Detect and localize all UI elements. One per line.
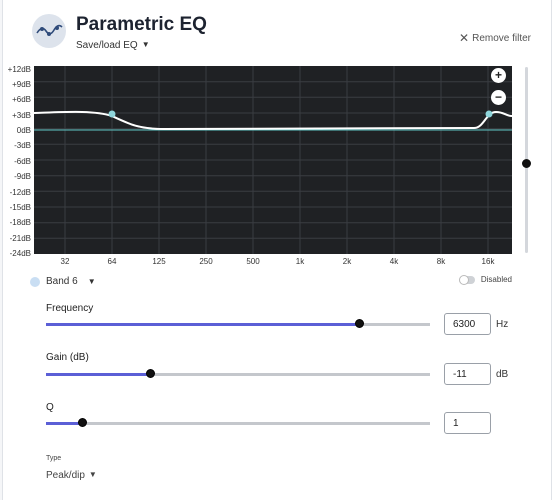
y-tick-label: +3dB	[12, 111, 31, 120]
q-input[interactable]: 1	[444, 412, 491, 434]
frequency-slider[interactable]	[46, 319, 430, 328]
eq-response-curve	[33, 110, 513, 131]
x-tick-label: 16k	[481, 257, 495, 266]
page-title: Parametric EQ	[76, 14, 207, 35]
q-slider[interactable]	[46, 418, 430, 427]
gain-slider[interactable]	[46, 369, 430, 378]
y-tick-label: -6dB	[14, 157, 31, 166]
close-icon: ✕	[459, 31, 470, 45]
y-tick-label: 0dB	[16, 126, 31, 135]
save-load-dropdown[interactable]: Save/load EQ ▼	[76, 40, 150, 51]
band-label: Band 6	[46, 276, 78, 287]
q-slider-knob[interactable]	[78, 418, 88, 427]
y-tick-label: -24dB	[9, 249, 31, 258]
band-handle[interactable]	[485, 110, 493, 118]
y-tick-label: -3dB	[14, 141, 31, 150]
frequency-label: Frequency	[46, 303, 94, 314]
y-tick-label: +6dB	[12, 95, 31, 104]
eq-graph[interactable]: + −	[33, 66, 513, 254]
zoom-in-button[interactable]: +	[491, 68, 506, 83]
caret-down-icon: ▼	[88, 470, 97, 479]
eq-logo-icon	[32, 14, 66, 48]
caret-down-icon: ▼	[87, 277, 96, 286]
disabled-label: Disabled	[480, 275, 512, 284]
x-tick-label: 250	[199, 257, 213, 266]
gain-label: Gain (dB)	[46, 352, 89, 363]
frequency-input[interactable]: 6300	[444, 313, 491, 335]
frequency-slider-knob[interactable]	[354, 319, 364, 328]
save-load-label: Save/load EQ	[76, 40, 138, 51]
x-tick-label: 4k	[389, 257, 399, 266]
y-tick-label: -12dB	[9, 188, 31, 197]
gain-slider-fill	[46, 373, 150, 376]
y-tick-label: +9dB	[12, 80, 31, 89]
q-label: Q	[46, 402, 54, 413]
x-tick-label: 64	[107, 257, 117, 266]
band-handle[interactable]	[108, 110, 116, 118]
zoom-out-button[interactable]: −	[491, 90, 506, 105]
frequency-slider-fill	[46, 323, 359, 326]
caret-down-icon: ▼	[141, 40, 150, 49]
disabled-toggle-group: Disabled	[458, 274, 512, 285]
y-tick-label: -15dB	[9, 203, 31, 212]
remove-filter-button[interactable]: ✕ Remove filter	[459, 31, 531, 45]
remove-filter-label: Remove filter	[472, 32, 531, 44]
y-tick-label: +12dB	[7, 65, 31, 74]
gain-unit: dB	[496, 369, 509, 380]
y-tick-label: -9dB	[14, 172, 31, 181]
band-selector[interactable]: Band 6 ▼	[30, 276, 96, 287]
x-tick-label: 500	[246, 257, 260, 266]
type-label: Type	[46, 455, 62, 462]
frequency-unit: Hz	[496, 319, 509, 330]
band-color-dot	[30, 276, 40, 287]
preamp-slider-knob[interactable]	[522, 159, 531, 168]
q-slider-fill	[46, 422, 83, 425]
type-dropdown[interactable]: Peak/dip ▼	[46, 470, 97, 481]
x-tick-label: 2k	[342, 257, 352, 266]
x-tick-label: 32	[60, 257, 70, 266]
x-tick-label: 8k	[436, 257, 446, 266]
type-value: Peak/dip	[46, 470, 85, 481]
gain-slider-knob[interactable]	[145, 369, 155, 378]
x-tick-label: 1k	[295, 257, 305, 266]
y-tick-label: -21dB	[9, 234, 31, 243]
y-tick-label: -18dB	[9, 218, 31, 227]
disabled-toggle[interactable]	[458, 274, 475, 285]
gain-input[interactable]: -11	[444, 363, 491, 385]
x-tick-label: 125	[152, 257, 166, 266]
